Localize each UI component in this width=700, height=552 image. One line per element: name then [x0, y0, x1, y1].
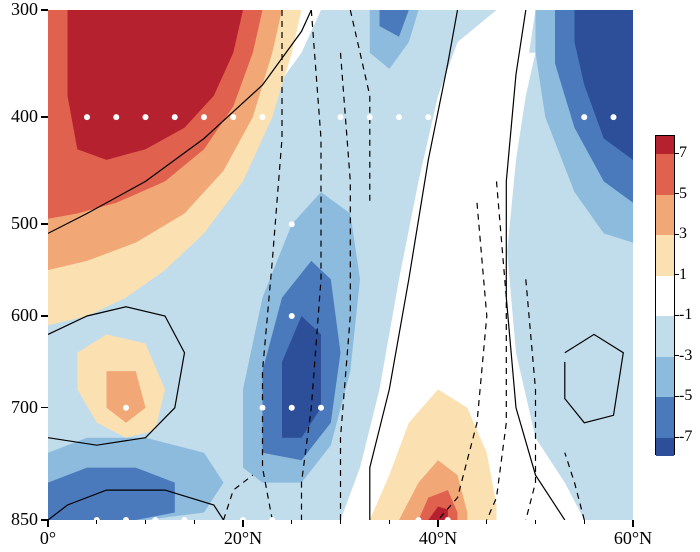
- x-minor-tick: [340, 520, 341, 524]
- colorbar-swatch: [656, 154, 674, 195]
- x-tick-label: 20°N: [221, 528, 265, 549]
- x-minor-tick: [389, 520, 390, 524]
- x-tick-label: 0°: [26, 528, 70, 549]
- x-minor-tick: [194, 520, 195, 524]
- colorbar-tick: [675, 193, 679, 194]
- x-minor-tick: [291, 520, 292, 524]
- y-tick: [41, 223, 48, 225]
- colorbar-swatch: [656, 357, 674, 398]
- colorbar-tick: [675, 396, 679, 397]
- colorbar-tick-label: -7: [679, 428, 692, 446]
- colorbar-swatch: [656, 195, 674, 236]
- colorbar-swatch: [656, 276, 674, 317]
- x-minor-tick: [535, 520, 536, 524]
- x-tick-label: 60°N: [611, 528, 655, 549]
- colorbar-tick: [675, 355, 679, 356]
- x-tick: [242, 520, 244, 527]
- colorbar-tick-label: 3: [679, 225, 687, 243]
- x-tick: [47, 520, 49, 527]
- x-tick: [632, 520, 634, 527]
- colorbar-tick-label: -5: [679, 387, 692, 405]
- x-tick-label: 40°N: [416, 528, 460, 549]
- colorbar-tick-label: -3: [679, 347, 692, 365]
- y-tick: [41, 407, 48, 409]
- y-tick-label: 500: [11, 213, 38, 234]
- x-minor-tick: [96, 520, 97, 524]
- colorbar-tick-label: 1: [679, 266, 687, 284]
- y-tick: [41, 116, 48, 118]
- x-minor-tick: [145, 520, 146, 524]
- colorbar-swatch: [656, 397, 674, 438]
- y-tick-label: 600: [11, 305, 38, 326]
- y-tick-label: 700: [11, 397, 38, 418]
- y-tick: [41, 9, 48, 11]
- colorbar-swatch: [656, 136, 674, 154]
- y-tick: [41, 315, 48, 317]
- colorbar-tick: [675, 234, 679, 235]
- colorbar-tick: [675, 437, 679, 438]
- y-tick-label: 400: [11, 106, 38, 127]
- x-minor-tick: [584, 520, 585, 524]
- colorbar-swatch: [656, 316, 674, 357]
- colorbar-tick-label: 5: [679, 185, 687, 203]
- colorbar-tick-label: 7: [679, 144, 687, 162]
- y-tick-label: 300: [11, 0, 38, 20]
- colorbar-tick: [675, 315, 679, 316]
- colorbar-swatch: [656, 438, 674, 456]
- x-tick: [437, 520, 439, 527]
- colorbar-tick: [675, 153, 679, 154]
- colorbar-tick: [675, 274, 679, 275]
- y-tick-label: 850: [11, 509, 38, 530]
- contour-svg: [0, 0, 700, 552]
- x-minor-tick: [486, 520, 487, 524]
- colorbar: [655, 135, 675, 455]
- colorbar-tick-label: -1: [679, 306, 692, 324]
- colorbar-swatch: [656, 235, 674, 276]
